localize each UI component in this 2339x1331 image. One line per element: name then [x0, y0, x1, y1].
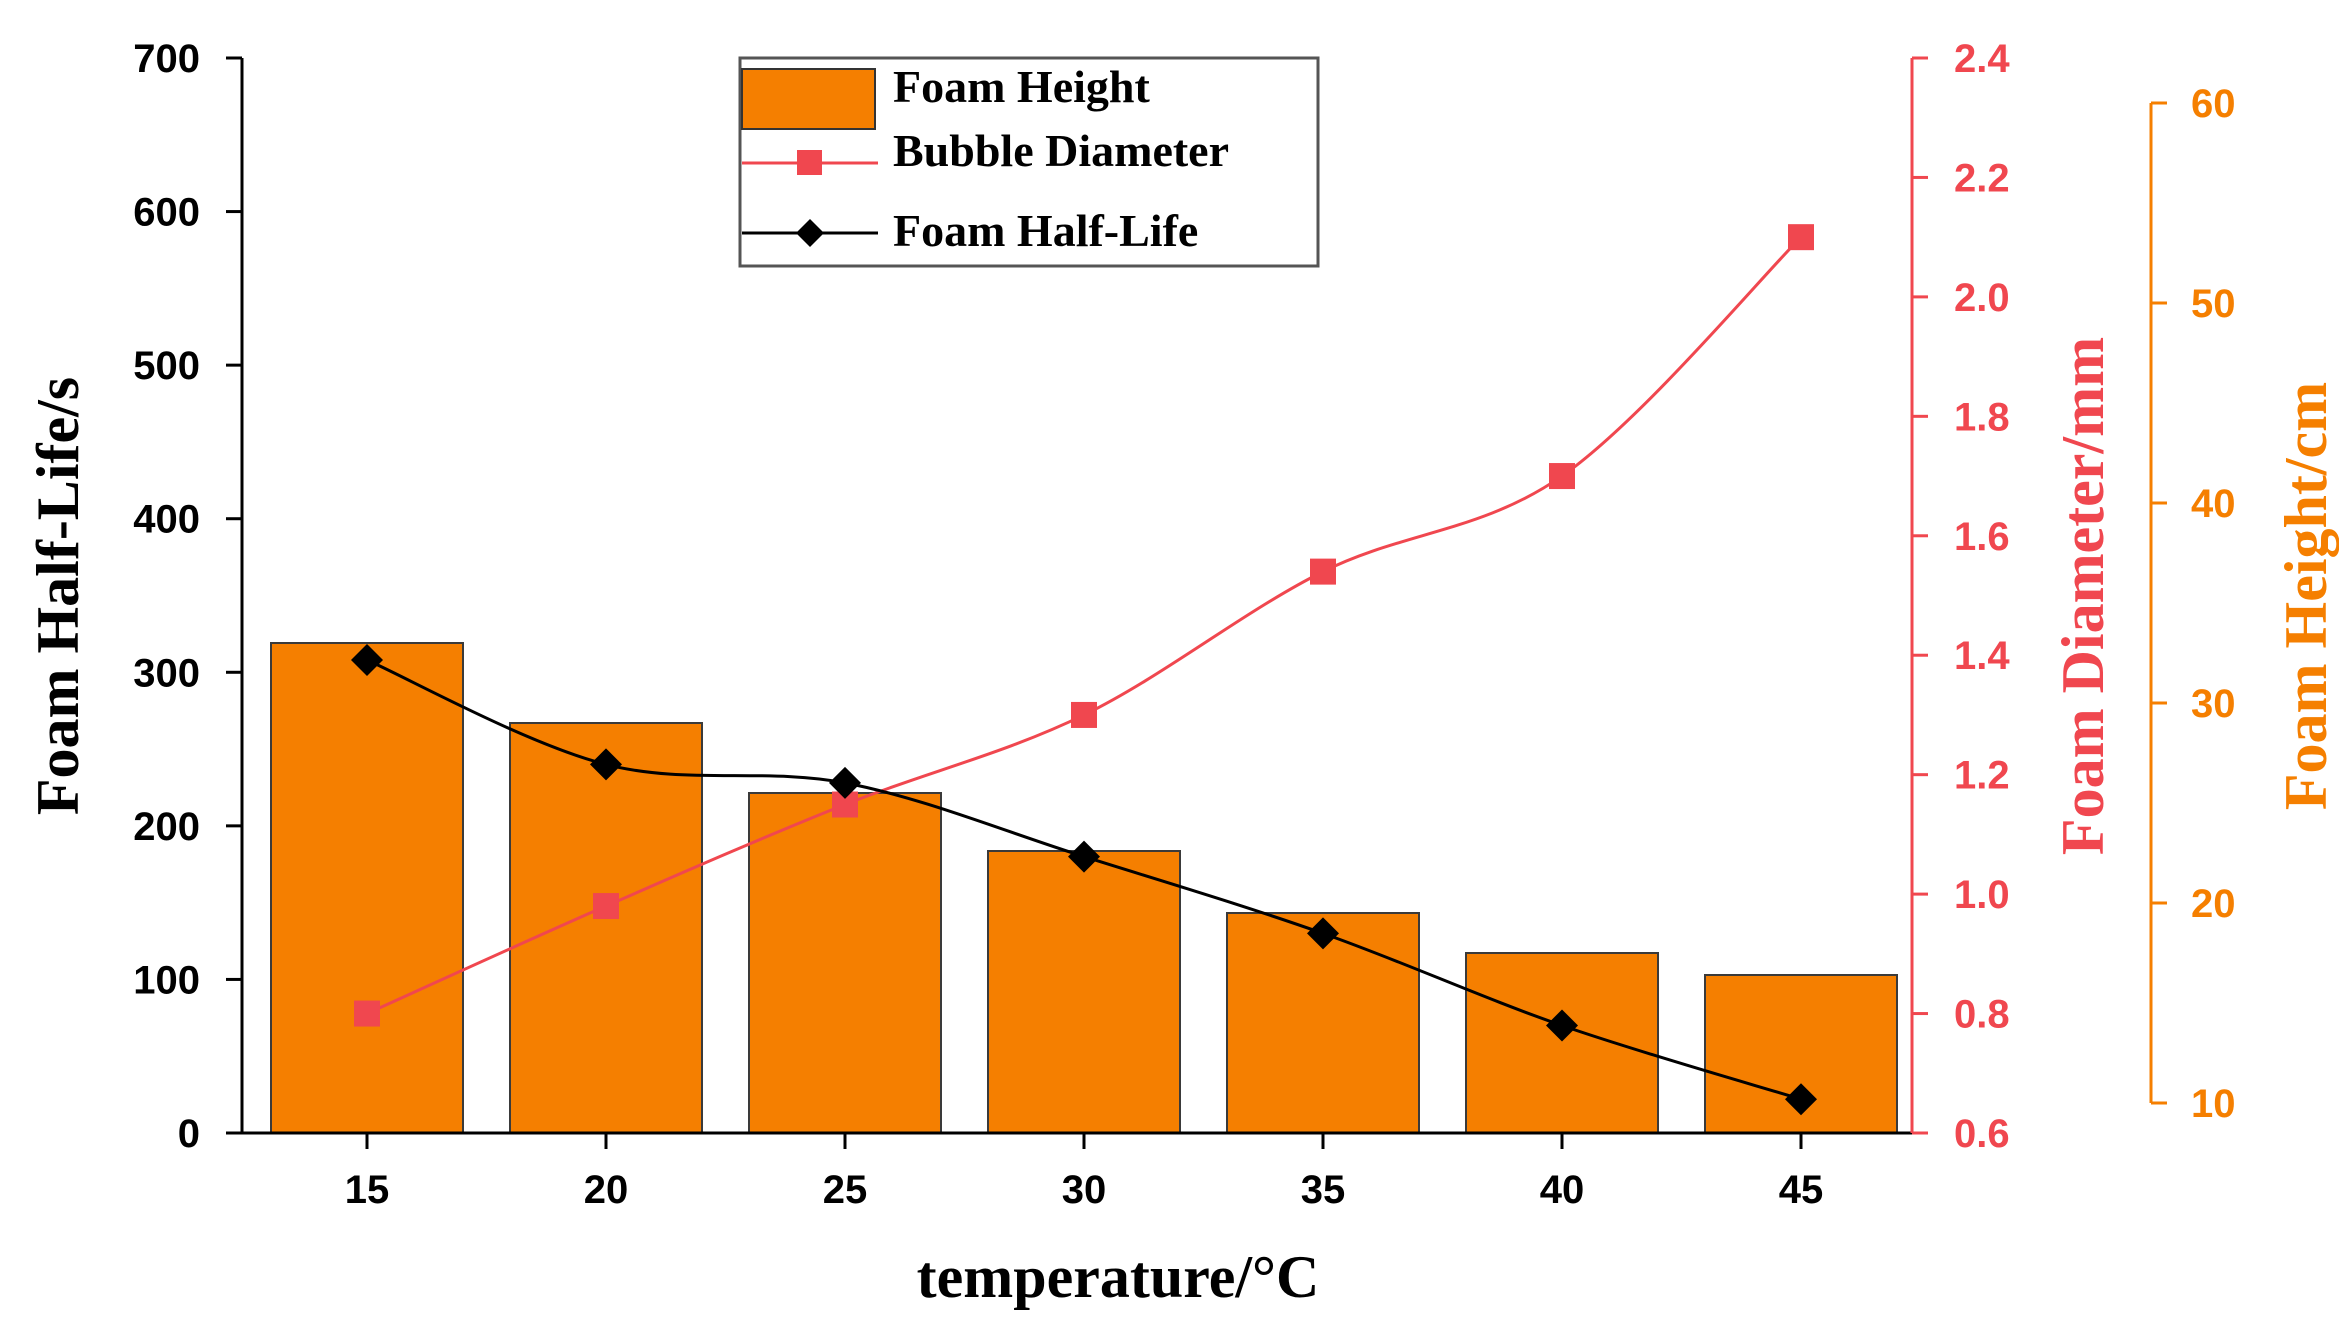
bar-foam-height-15 [270, 642, 464, 1134]
x-tick-label-40: 40 [1540, 1168, 1585, 1212]
right2-tick-label-40: 40 [2191, 482, 2236, 526]
axes-layer: 0 100 200 300 400 500 600 700 15 20 25 30 35 40 45 0.6 0… [133, 37, 2235, 1212]
right-axis-diameter-title: Foam Diameter/mm [2050, 337, 2116, 855]
right1-tick-label-2.2: 2.2 [1954, 156, 2010, 200]
bars-layer [270, 642, 1898, 1134]
right1-tick-label-1.2: 1.2 [1954, 754, 2010, 798]
marker-bubble-diameter-30 [1071, 701, 1097, 728]
legend-label-foam-height: Foam Height [893, 61, 1150, 112]
right1-tick-label-0.8: 0.8 [1954, 993, 2010, 1037]
legend-marker-foam-half-life [796, 219, 824, 247]
left-tick-label-300: 300 [133, 651, 200, 695]
legend-marker-bubble-diameter [797, 150, 822, 175]
right1-tick-label-1.8: 1.8 [1954, 395, 2010, 439]
right2-tick-label-60: 60 [2191, 82, 2236, 126]
right2-tick-label-50: 50 [2191, 282, 2236, 326]
bar-foam-height-20 [509, 722, 703, 1134]
x-tick-label-35: 35 [1301, 1168, 1346, 1212]
marker-bubble-diameter-35 [1310, 558, 1336, 585]
x-tick-label-20: 20 [584, 1168, 629, 1212]
marker-bubble-diameter-40 [1549, 463, 1575, 490]
legend-label-bubble-diameter: Bubble Diameter [893, 125, 1229, 176]
marker-foam-half-life-15 [351, 644, 383, 676]
bar-foam-height-35 [1226, 912, 1420, 1134]
marker-foam-half-life-20 [590, 748, 622, 781]
marker-foam-half-life-45 [1785, 1083, 1817, 1116]
bar-foam-height-25 [748, 792, 942, 1134]
left-tick-label-200: 200 [133, 805, 200, 849]
left-tick-label-500: 500 [133, 344, 200, 388]
marker-foam-half-life-30 [1068, 840, 1100, 873]
marker-bubble-diameter-45 [1788, 224, 1814, 251]
bar-foam-height-30 [987, 850, 1181, 1134]
marker-bubble-diameter-15 [354, 1000, 380, 1027]
right1-tick-label-1.6: 1.6 [1954, 515, 2010, 559]
legend-label-foam-half-life: Foam Half-Life [893, 205, 1198, 256]
right1-tick-label-1.0: 1.0 [1954, 873, 2010, 917]
right1-tick-label-2.0: 2.0 [1954, 276, 2010, 320]
legend: Foam Height Bubble Diameter Foam Half-Li… [738, 56, 1320, 268]
marker-bubble-diameter-20 [593, 893, 619, 920]
x-tick-label-30: 30 [1062, 1168, 1107, 1212]
right1-tick-label-1.4: 1.4 [1954, 634, 2010, 678]
left-tick-label-700: 700 [133, 37, 200, 81]
x-tick-label-45: 45 [1779, 1168, 1824, 1212]
right-axis-height-title: Foam Height/cm [2273, 382, 2339, 810]
right2-tick-label-30: 30 [2191, 682, 2236, 726]
left-tick-label-0: 0 [178, 1112, 200, 1156]
x-axis-title: temperature/°C [917, 1244, 1320, 1310]
bar-foam-height-40 [1465, 952, 1659, 1134]
right2-tick-label-10: 10 [2191, 1082, 2236, 1126]
right1-tick-label-0.6: 0.6 [1954, 1112, 2010, 1156]
marker-foam-half-life-25 [829, 766, 861, 799]
marker-foam-half-life-35 [1307, 917, 1339, 950]
legend-swatch-foam-height [741, 68, 876, 130]
lines-layer [351, 224, 1817, 1116]
right2-tick-label-20: 20 [2191, 882, 2236, 926]
right1-tick-label-2.4: 2.4 [1954, 37, 2010, 81]
x-tick-label-25: 25 [823, 1168, 868, 1212]
left-axis-title: Foam Half-Life/s [25, 377, 91, 815]
marker-foam-half-life-40 [1546, 1009, 1578, 1042]
x-tick-label-15: 15 [345, 1168, 390, 1212]
left-tick-label-100: 100 [133, 958, 200, 1002]
left-tick-label-600: 600 [133, 191, 200, 235]
left-tick-label-400: 400 [133, 498, 200, 542]
